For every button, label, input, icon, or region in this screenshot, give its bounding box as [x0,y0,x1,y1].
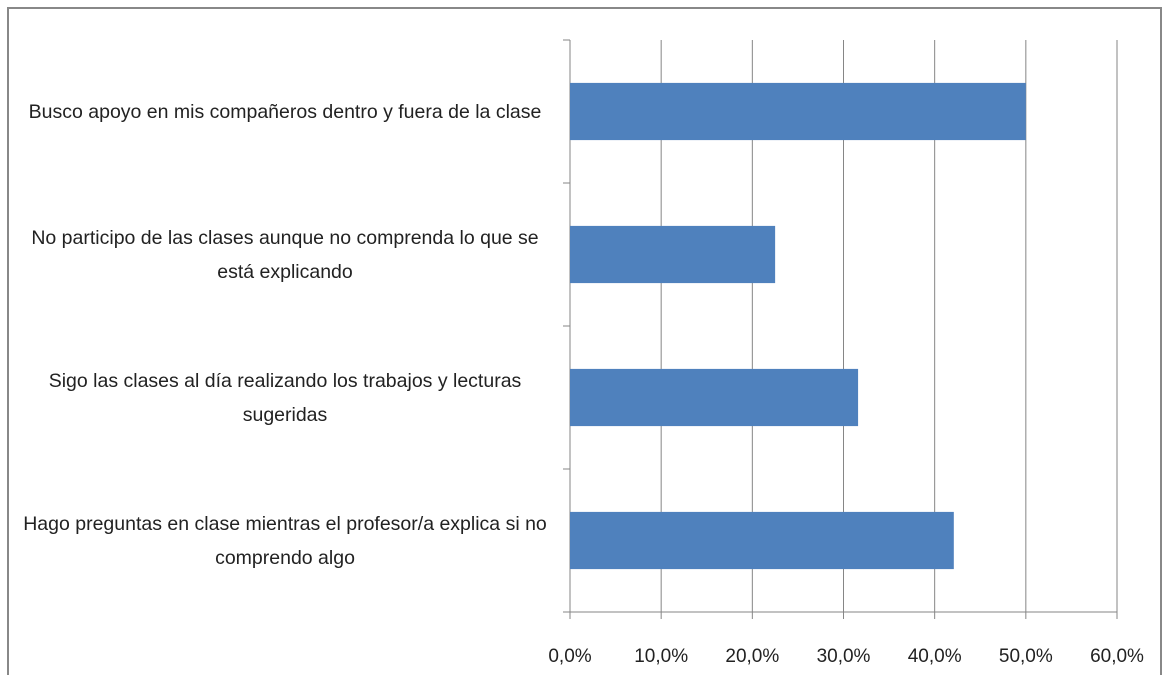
x-tick-label: 10,0% [634,646,688,667]
x-tick-label: 50,0% [999,646,1053,667]
y-tick-label: Hago preguntas en clase mientras el prof… [23,512,547,569]
bar [570,82,1026,141]
x-tick-label: 40,0% [908,646,962,667]
x-tick-label: 20,0% [725,646,779,667]
y-tick-label: Sigo las clases al día realizando los tr… [48,369,522,426]
frame [7,7,1162,675]
x-tick-label: 30,0% [817,646,871,667]
bar [570,511,954,570]
bar [570,225,776,284]
bar [570,368,859,427]
x-tick-label: 0,0% [548,646,591,667]
y-tick-label: Busco apoyo en mis compañeros dentro y f… [28,100,542,123]
x-tick-label: 60,0% [1090,646,1144,667]
y-tick-label: No participo de las clases aunque no com… [31,226,539,283]
